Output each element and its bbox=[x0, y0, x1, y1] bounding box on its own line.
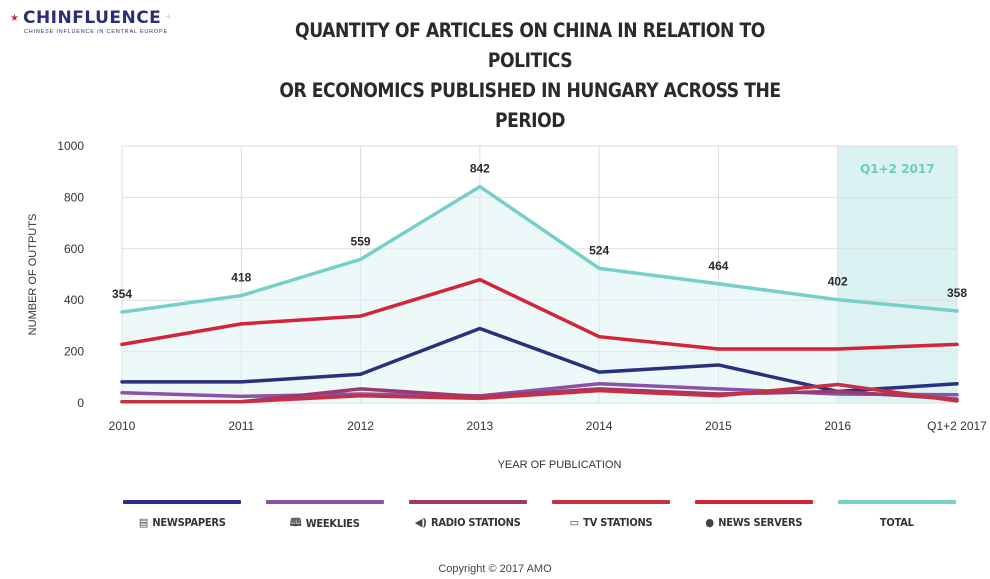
y-tick-label: 800 bbox=[64, 190, 84, 204]
legend-item: ▭ TV STATIONS bbox=[551, 500, 671, 531]
legend-text: NEWSPAPERS bbox=[152, 516, 226, 529]
legend-swatch bbox=[695, 500, 813, 504]
legend-item: ▤ NEWSPAPERS bbox=[122, 500, 242, 531]
y-tick-label: 400 bbox=[64, 293, 84, 307]
x-tick-label: 2015 bbox=[705, 419, 732, 433]
legend-text: WEEKLIES bbox=[306, 517, 360, 530]
legend-item: ◀) RADIO STATIONS bbox=[408, 500, 528, 531]
y-axis-title: NUMBER OF OUTPUTS bbox=[27, 214, 39, 336]
legend-text: TOTAL bbox=[880, 516, 914, 529]
series-line-news-servers bbox=[120, 277, 959, 351]
y-tick-label: 600 bbox=[64, 242, 84, 256]
x-tick-label: 2010 bbox=[109, 419, 136, 433]
legend-label: 🕮 WEEKLIES bbox=[290, 514, 360, 533]
legend-swatch bbox=[123, 500, 241, 504]
speaker-icon: ◀) bbox=[415, 516, 427, 529]
legend-item: ● NEWS SERVERS bbox=[694, 500, 814, 531]
legend-label: ● NEWS SERVERS bbox=[706, 516, 803, 529]
x-tick-label: Q1+2 2017 bbox=[927, 419, 987, 433]
total-data-label: 559 bbox=[351, 234, 371, 248]
total-data-label: 418 bbox=[231, 271, 251, 285]
legend-label: TOTAL bbox=[880, 516, 914, 529]
legend-label: ▭ TV STATIONS bbox=[570, 516, 653, 529]
total-data-label: 464 bbox=[708, 259, 728, 273]
logo-name: CHINFLUENCE bbox=[22, 8, 162, 28]
x-tick-label: 2014 bbox=[586, 419, 613, 433]
globe-icon: ● bbox=[705, 516, 715, 529]
logo-stars-icon: ⁘ bbox=[165, 14, 172, 21]
legend-text: TV STATIONS bbox=[583, 516, 653, 529]
legend-swatch bbox=[266, 500, 384, 504]
logo-star-icon: ★ bbox=[10, 12, 19, 24]
newspaper-icon: ▤ bbox=[138, 516, 148, 529]
x-axis-title: YEAR OF PUBLICATION bbox=[498, 459, 622, 471]
total-data-label: 358 bbox=[947, 286, 967, 300]
copyright: Copyright © 2017 AMO bbox=[438, 563, 552, 575]
chart-title: QUANTITY OF ARTICLES ON CHINA IN RELATIO… bbox=[257, 16, 803, 136]
logo: ★ CHINFLUENCE ⁘ CHINESE INFLUENCE IN CEN… bbox=[10, 8, 171, 35]
total-data-label: 842 bbox=[470, 162, 490, 176]
y-tick-label: 200 bbox=[64, 345, 84, 359]
legend-label: ◀) RADIO STATIONS bbox=[415, 516, 521, 529]
x-tick-label: 2011 bbox=[228, 419, 254, 433]
tv-icon: ▭ bbox=[569, 516, 579, 529]
y-tick-label: 1000 bbox=[57, 139, 84, 153]
chart-title-line-1: QUANTITY OF ARTICLES ON CHINA IN RELATIO… bbox=[295, 19, 765, 72]
chart-legend: ▤ NEWSPAPERS 🕮 WEEKLIES ◀) RADIO STATIONS ▭ TV … bbox=[122, 500, 962, 540]
y-tick-label: 0 bbox=[77, 396, 84, 410]
book-icon: 🕮 bbox=[290, 516, 302, 529]
legend-swatch bbox=[838, 500, 956, 504]
highlight-label: Q1+2 2017 bbox=[860, 162, 935, 176]
legend-text: NEWS SERVERS bbox=[718, 516, 803, 529]
x-tick-label: 2016 bbox=[824, 419, 851, 433]
total-data-label: 402 bbox=[828, 275, 848, 289]
legend-swatch bbox=[409, 500, 527, 504]
legend-swatch bbox=[552, 500, 670, 504]
series-line-total bbox=[120, 184, 959, 314]
x-tick-label: 2013 bbox=[467, 419, 494, 433]
legend-text: RADIO STATIONS bbox=[431, 516, 521, 529]
series-line-tv-stations bbox=[120, 382, 959, 404]
legend-item: TOTAL bbox=[837, 500, 957, 531]
logo-tagline: CHINESE INFLUENCE IN CENTRAL EUROPE bbox=[24, 29, 168, 35]
legend-label: ▤ NEWSPAPERS bbox=[139, 516, 226, 529]
legend-item: 🕮 WEEKLIES bbox=[265, 500, 385, 533]
chart-title-line-2: OR ECONOMICS PUBLISHED IN HUNGARY ACROSS… bbox=[279, 79, 781, 132]
x-tick-label: 2012 bbox=[347, 419, 374, 433]
total-data-label: 524 bbox=[589, 243, 609, 257]
total-data-label: 354 bbox=[112, 287, 132, 301]
